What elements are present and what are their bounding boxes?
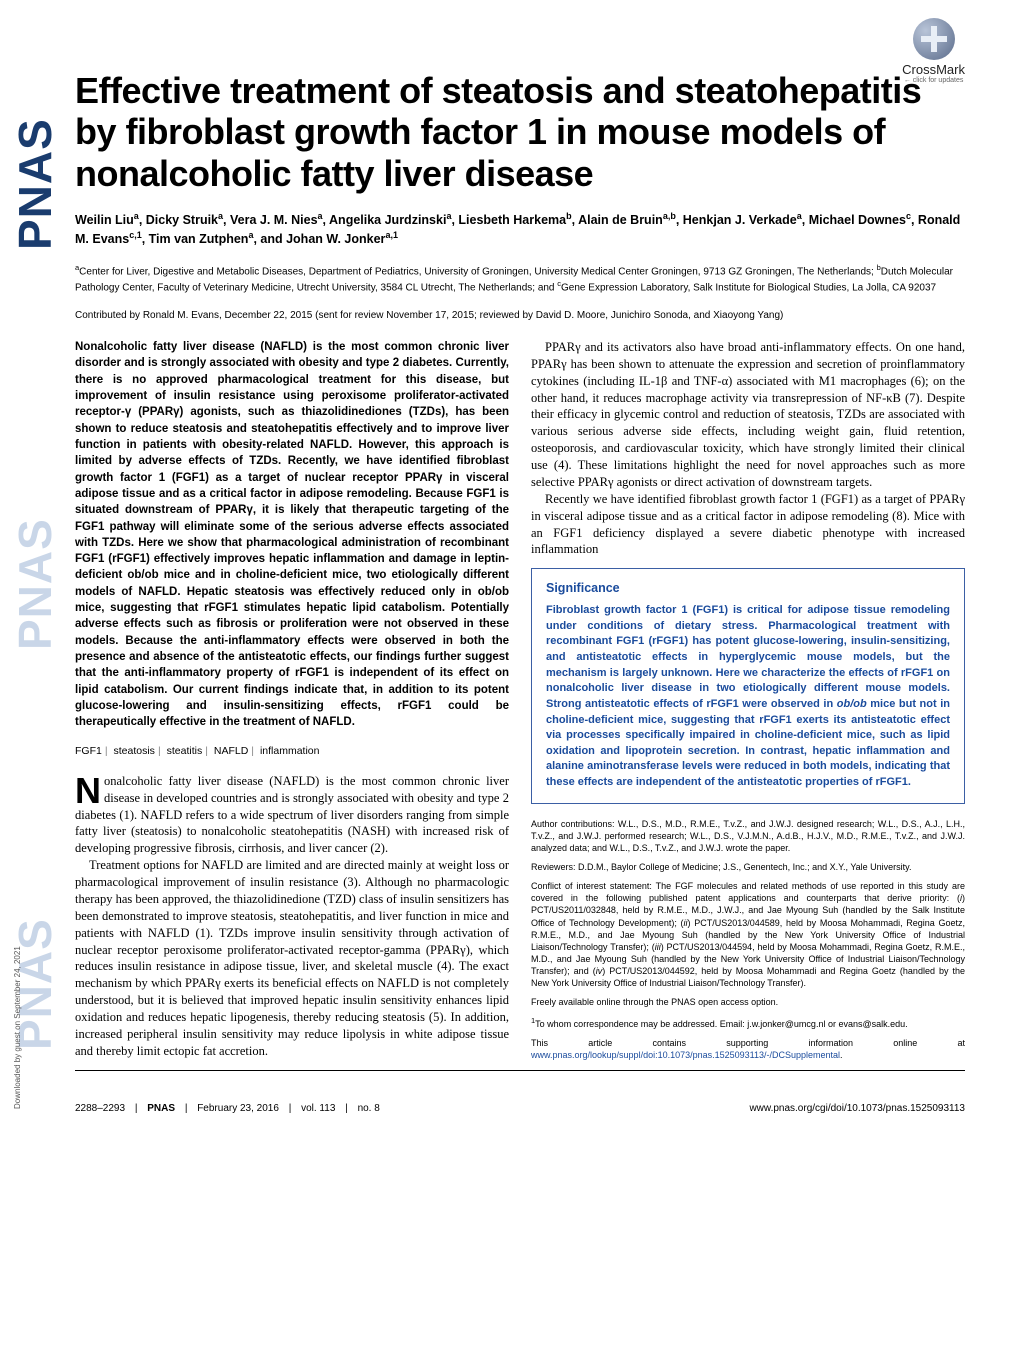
footer-date: February 23, 2016 (197, 1103, 279, 1114)
crossmark-icon (913, 18, 955, 60)
significance-title: Significance (546, 581, 950, 595)
significance-box: Significance Fibroblast growth factor 1 … (531, 568, 965, 803)
keyword: steatosis (114, 745, 155, 757)
author-contributions: Author contributions: W.L., D.S., M.D., … (531, 818, 965, 854)
body-text-right: PPARγ and its activators also have broad… (531, 339, 965, 558)
correspondence: 1To whom correspondence may be addressed… (531, 1016, 965, 1030)
keyword: steatitis (167, 745, 203, 757)
significance-text: Fibroblast growth factor 1 (FGF1) is cri… (546, 603, 950, 790)
page-footer: 2288–2293 | PNAS | February 23, 2016 | v… (75, 1095, 965, 1114)
affiliations: aCenter for Liver, Digestive and Metabol… (75, 263, 965, 296)
footer-left: 2288–2293 | PNAS | February 23, 2016 | v… (75, 1103, 380, 1114)
intro-para-2: Treatment options for NAFLD are limited … (75, 857, 509, 1060)
sidebar-logo-2: PNAS (8, 518, 62, 650)
footer-vol: vol. 113 (301, 1103, 335, 1114)
supplemental-link: This article contains supporting informa… (531, 1037, 965, 1061)
footer-doi: www.pnas.org/cgi/doi/10.1073/pnas.152509… (749, 1103, 965, 1114)
crossmark-label: CrossMark (902, 62, 965, 77)
reviewers: Reviewers: D.D.M., Baylor College of Med… (531, 861, 965, 873)
footer-no: no. 8 (358, 1103, 380, 1114)
crossmark-badge[interactable]: CrossMark ← click for updates (902, 18, 965, 84)
footer-journal: PNAS (147, 1103, 175, 1114)
abstract: Nonalcoholic fatty liver disease (NAFLD)… (75, 339, 509, 731)
keyword: FGF1 (75, 745, 102, 757)
author-list: Weilin Liua, Dicky Struika, Vera J. M. N… (75, 210, 965, 249)
intro-para-1: Nonalcoholic fatty liver disease (NAFLD)… (75, 773, 509, 857)
keyword: inflammation (260, 745, 320, 757)
open-access-note: Freely available online through the PNAS… (531, 996, 965, 1008)
contributed-line: Contributed by Ronald M. Evans, December… (75, 309, 965, 323)
article-notes: Author contributions: W.L., D.S., M.D., … (531, 818, 965, 1061)
journal-sidebar: PNAS PNAS PNAS Downloaded by guest on Se… (0, 0, 55, 1149)
footer-pages: 2288–2293 (75, 1103, 125, 1114)
article-title: Effective treatment of steatosis and ste… (75, 70, 965, 194)
body-text-left: Nonalcoholic fatty liver disease (NAFLD)… (75, 773, 509, 1060)
keyword: NAFLD (214, 745, 248, 757)
crossmark-sublabel: ← click for updates (902, 77, 965, 84)
download-note: Downloaded by guest on September 24, 202… (13, 946, 22, 1109)
conflict-of-interest: Conflict of interest statement: The FGF … (531, 880, 965, 989)
right-para-2: Recently we have identified fibroblast g… (531, 491, 965, 559)
sidebar-logo-1: PNAS (8, 118, 62, 250)
keywords: FGF1| steatosis| steatitis| NAFLD| infla… (75, 745, 509, 757)
right-para-1: PPARγ and its activators also have broad… (531, 339, 965, 491)
footer-divider (75, 1070, 965, 1071)
